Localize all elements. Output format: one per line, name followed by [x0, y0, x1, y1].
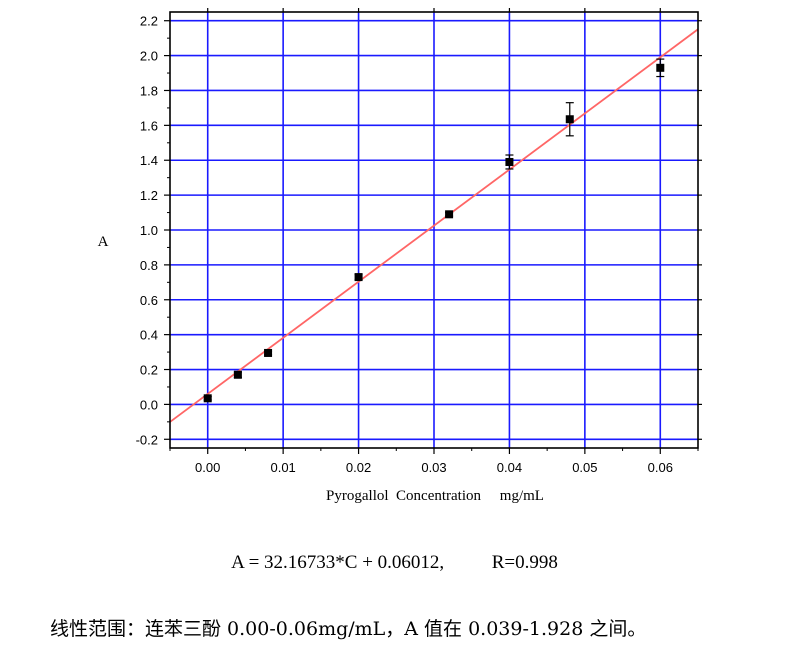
- grid-lines: [170, 12, 698, 448]
- y-tick-label: 1.4: [140, 153, 158, 168]
- equation-r-value: R=0.998: [491, 552, 558, 573]
- x-tick-label: 0.01: [270, 460, 295, 475]
- chart: 0.00 0.01 0.02 0.03 0.04 0.05 0.06 -0.2 0.0 0.2 0…: [98, 8, 702, 504]
- y-tick-label: -0.2: [136, 432, 158, 447]
- fit-line-layer: [169, 28, 699, 423]
- axis-ticks: [164, 8, 702, 454]
- y-tick-labels: -0.2 0.0 0.2 0.4 0.6 0.8 1.0 1.2 1.4 1.6 1.8 2.0 2.2: [136, 14, 158, 448]
- data-points: [203, 58, 665, 403]
- data-point: [445, 210, 454, 219]
- data-point: [656, 63, 665, 72]
- x-tick-label: 0.04: [497, 460, 522, 475]
- y-tick-label: 1.2: [140, 188, 158, 203]
- y-tick-label: 1.0: [140, 223, 158, 238]
- y-tick-label: 0.2: [140, 363, 158, 378]
- linear-range-note: 线性范围：连苯三酚 0.00-0.06mg/mL，A 值在 0.039-1.92…: [50, 618, 647, 640]
- data-point: [203, 394, 212, 403]
- x-tick-labels: 0.00 0.01 0.02 0.03 0.04 0.05 0.06: [195, 460, 673, 475]
- data-point: [505, 157, 514, 166]
- data-point: [233, 370, 242, 379]
- regression-equation: A = 32.16733*C + 0.06012, R=0.998: [0, 552, 789, 574]
- equation-formula: A = 32.16733*C + 0.06012,: [231, 552, 445, 573]
- x-tick-label: 0.05: [572, 460, 597, 475]
- x-axis-label: Pyrogallol Concentration mg/mL: [326, 488, 544, 504]
- y-tick-label: 2.0: [140, 49, 158, 64]
- y-tick-label: 0.0: [140, 397, 158, 412]
- x-tick-label: 0.06: [648, 460, 673, 475]
- x-tick-label: 0.02: [346, 460, 371, 475]
- y-tick-label: 0.6: [140, 293, 158, 308]
- y-tick-label: 0.4: [140, 328, 158, 343]
- x-tick-label: 0.03: [421, 460, 446, 475]
- fit-line: [169, 28, 699, 423]
- y-tick-label: 1.6: [140, 118, 158, 133]
- y-axis-label: A: [98, 234, 109, 250]
- data-point: [264, 348, 273, 357]
- data-point: [565, 115, 574, 124]
- y-tick-label: 2.2: [140, 14, 158, 29]
- y-tick-label: 1.8: [140, 83, 158, 98]
- data-point: [354, 273, 363, 282]
- x-tick-label: 0.00: [195, 460, 220, 475]
- y-tick-label: 0.8: [140, 258, 158, 273]
